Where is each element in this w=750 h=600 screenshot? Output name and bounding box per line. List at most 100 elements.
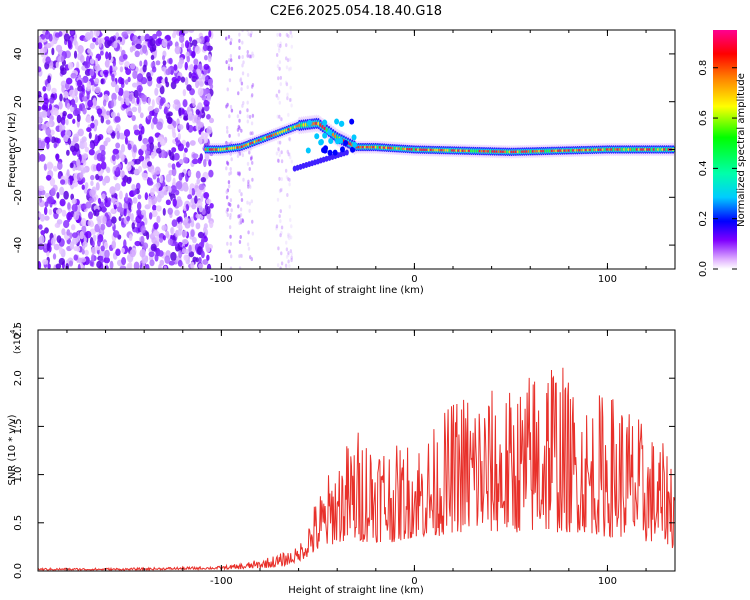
noise-blob (124, 158, 128, 165)
noise-streak (279, 43, 282, 48)
noise-blob (174, 241, 179, 248)
noise-streak (289, 85, 292, 90)
noise-streak (288, 182, 291, 187)
noise-blob (186, 84, 192, 91)
noise-blob (148, 114, 152, 121)
noise-blob (115, 32, 120, 39)
noise-blob (88, 197, 94, 204)
noise-streak (250, 93, 254, 98)
noise-streak (290, 159, 293, 164)
noise-blob (120, 143, 126, 153)
noise-blob (70, 193, 75, 201)
noise-streak (238, 38, 241, 43)
noise-blob (87, 48, 92, 54)
noise-blob (102, 215, 107, 225)
noise-blob (140, 77, 148, 85)
noise-blob (96, 260, 102, 269)
noise-streak (286, 96, 289, 101)
noise-streak (288, 233, 291, 238)
noise-blob (46, 161, 54, 171)
noise-blob (180, 42, 185, 49)
noise-blob (113, 40, 118, 49)
noise-streak (251, 51, 254, 56)
noise-streak (280, 261, 284, 266)
noise-streak (230, 37, 233, 42)
noise-blob (88, 132, 92, 139)
noise-blob (39, 235, 45, 244)
noise-streak (238, 221, 241, 226)
knee-blob (321, 147, 327, 154)
y-tick-label: 0 (13, 146, 24, 152)
x-tick-label: 0 (411, 576, 417, 587)
noise-blob (40, 229, 46, 236)
noise-blob (102, 99, 107, 107)
noise-blob (38, 42, 43, 50)
knee-blob (322, 132, 328, 139)
noise-blob (55, 263, 62, 269)
noise-blob (49, 97, 55, 104)
noise-blob (148, 251, 155, 258)
noise-blob (121, 247, 125, 254)
noise-blob (126, 176, 132, 185)
colorbar-label: Normalized spectral amplitude (736, 73, 747, 227)
spectrogram-panel: -100 0 100 -40 -20 0 20 40 Height of straight l… (7, 29, 676, 296)
noise-streak (251, 131, 254, 136)
noise-blob (207, 78, 213, 86)
noise-streak (251, 231, 255, 236)
noise-blob (141, 209, 147, 216)
noise-blob (139, 60, 143, 67)
noise-blob (142, 258, 148, 264)
noise-streak (240, 192, 243, 197)
noise-blob (114, 182, 121, 192)
noise-streak (236, 127, 240, 132)
noise-blob (106, 126, 113, 134)
noise-blob (120, 170, 126, 177)
noise-blob (203, 158, 207, 168)
noise-blob (112, 60, 117, 67)
noise-streak (278, 176, 281, 181)
noise-streak (229, 104, 233, 109)
noise-blob (150, 151, 156, 159)
noise-blob (121, 180, 127, 187)
noise-blob (172, 177, 176, 186)
noise-streak (287, 176, 290, 181)
noise-streak (285, 43, 288, 48)
noise-blob (59, 124, 63, 133)
noise-streak (250, 256, 253, 261)
noise-blob (154, 166, 161, 175)
noise-streak (285, 266, 288, 269)
spectrogram-xlabel: Height of straight line (km) (288, 285, 424, 296)
noise-blob (130, 213, 134, 222)
noise-blob (155, 38, 162, 47)
noise-blob (94, 86, 101, 94)
noise-streak (279, 266, 282, 269)
noise-blob (155, 205, 162, 212)
noise-blob (129, 46, 134, 53)
noise-blob (39, 154, 46, 162)
noise-blob (146, 161, 152, 167)
noise-streak (277, 158, 280, 163)
noise-streak (280, 225, 284, 230)
noise-blob (99, 50, 104, 56)
noise-blob (177, 259, 183, 267)
noise-blob (140, 235, 145, 245)
noise-blob (147, 97, 151, 105)
noise-blob (183, 184, 189, 192)
noise-blob (42, 102, 49, 110)
noise-streak (242, 60, 245, 65)
noise-blob (174, 105, 180, 111)
noise-blob (115, 153, 120, 160)
noise-streak (249, 33, 253, 38)
noise-blob (84, 249, 89, 256)
noise-blob (90, 180, 94, 187)
noise-blob (132, 144, 137, 153)
noise-blob (111, 65, 118, 71)
noise-blob (52, 253, 57, 260)
noise-blob (141, 94, 148, 102)
noise-streak (229, 198, 233, 203)
noise-blob (94, 208, 100, 217)
noise-blob (108, 51, 112, 61)
noise-blob (206, 114, 211, 120)
noise-blob (202, 259, 209, 265)
noise-blob (50, 187, 56, 197)
